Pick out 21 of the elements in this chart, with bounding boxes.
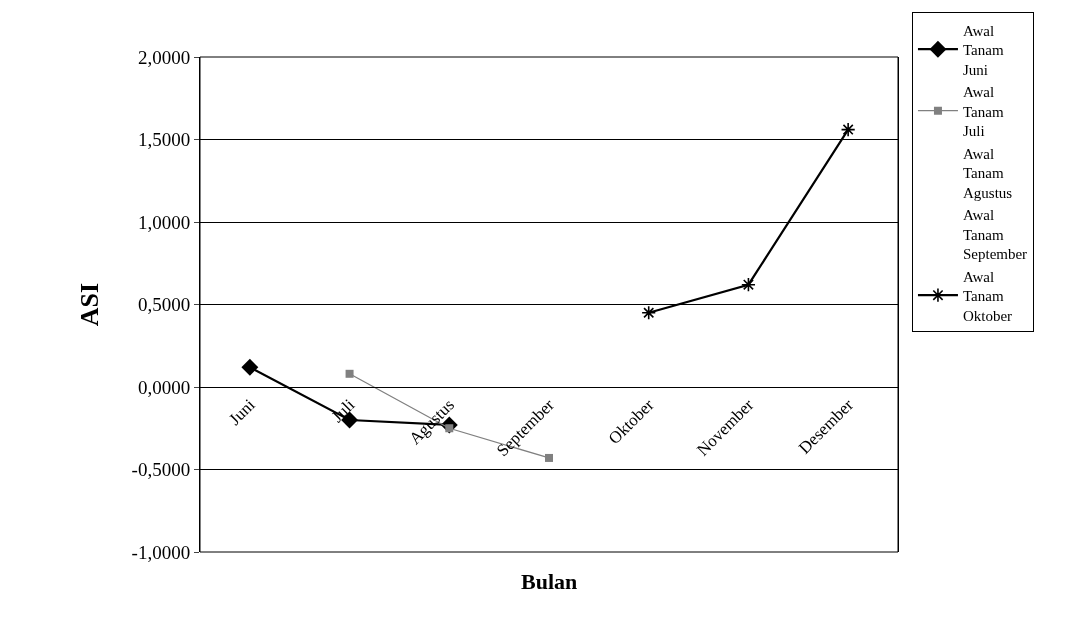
point (345, 369, 354, 378)
y-axis-title: ASI (75, 282, 105, 327)
point (641, 305, 657, 321)
y-tick-label: 1,0000 (137, 211, 191, 233)
y-tick-label: 1,5000 (137, 129, 191, 151)
point (741, 277, 756, 293)
point (241, 358, 259, 376)
x-tick-label: Juni (225, 395, 259, 429)
legend-label: Awal Tanam Oktober (962, 268, 1013, 324)
x-tick-label: Juli (327, 395, 359, 427)
y-tick-label: 0,0000 (137, 376, 191, 398)
text: Awal Tanam Agustus (962, 145, 1013, 201)
x-axis-title: Bulan (521, 569, 578, 594)
y-tick-label: 2,0000 (137, 46, 191, 68)
y-tick-label: 0,5000 (137, 294, 191, 316)
legend-label: Awal Tanam Juli (962, 84, 1004, 140)
y-tick-label: -0,5000 (131, 459, 191, 481)
y-tick-label: -1,0000 (131, 541, 191, 563)
text: Awal Tanam September (962, 207, 1028, 263)
legend-label: Awal Tanam Juni (962, 22, 1004, 78)
point (840, 122, 856, 137)
